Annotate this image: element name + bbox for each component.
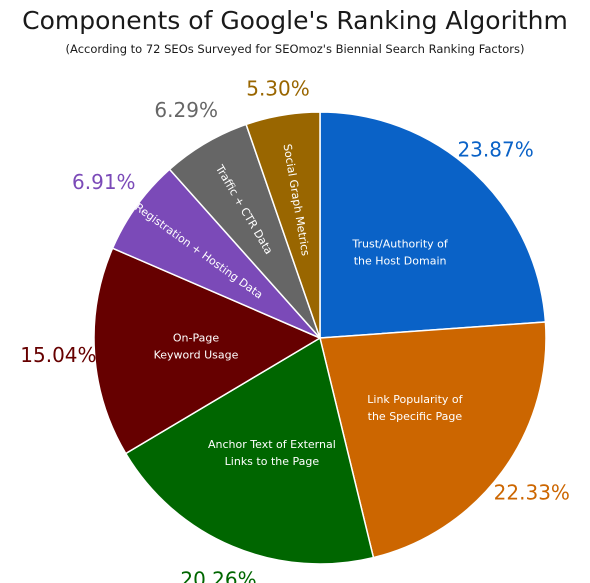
slice-label-trust-authority-of-the-host-domain: Trust/Authority of the Host Domain	[351, 238, 448, 268]
percent-label-trust-authority-of-the-host-domain: 23.87%	[457, 138, 533, 162]
percent-label-traffic-ctr-data: 6.29%	[154, 98, 218, 122]
chart-subtitle: (According to 72 SEOs Surveyed for SEOmo…	[65, 42, 525, 56]
slice-label-link-popularity-of-the-specific-page: Link Popularity of the Specific Page	[367, 393, 463, 423]
pie-slice-link-popularity-of-the-specific-page	[319, 321, 547, 559]
slice-label-anchor-text-of-external-links-to-the-page: Anchor Text of External Links to the Page	[208, 438, 336, 468]
pie-slice-social-graph-metrics	[245, 111, 321, 339]
percent-label-on-page-keyword-usage: 15.04%	[20, 343, 96, 367]
pie-slice-on-page-keyword-usage	[93, 247, 322, 455]
percent-label-anchor-text-of-external-links-to-the-page: 20.26%	[180, 568, 256, 583]
percent-label-link-popularity-of-the-specific-page: 22.33%	[494, 481, 570, 505]
percent-label-registration-hosting-data: 6.91%	[72, 170, 136, 194]
slice-label-on-page-keyword-usage: On-Page Keyword Usage	[154, 332, 239, 362]
pie-slice-trust-authority-of-the-host-domain	[319, 111, 547, 339]
chart-title: Components of Google's Ranking Algorithm	[22, 6, 568, 35]
percent-label-social-graph-metrics: 5.30%	[246, 76, 310, 100]
pie-slice-anchor-text-of-external-links-to-the-page	[124, 336, 375, 565]
